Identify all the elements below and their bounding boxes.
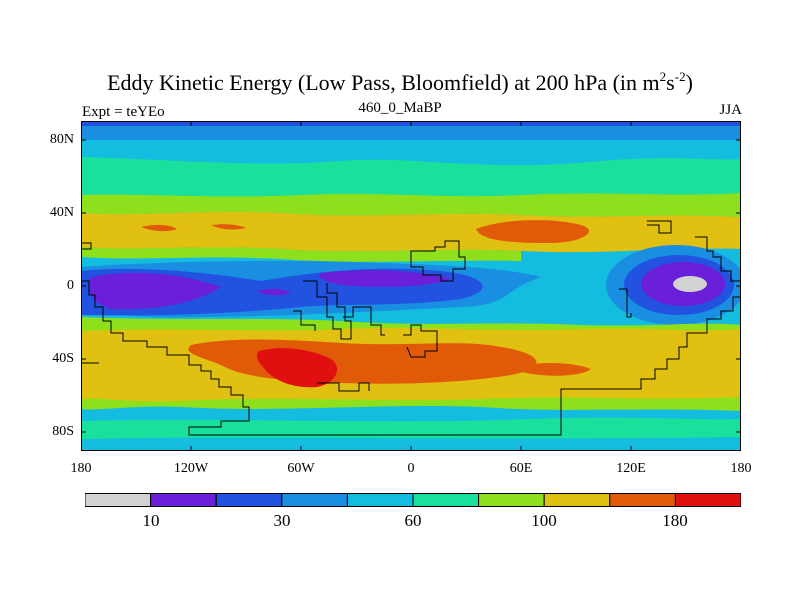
colorbar-label: 100 (531, 511, 557, 530)
jet-max-north (476, 220, 590, 243)
x-tick-label: 180 (730, 461, 752, 476)
band-north-yellowgreen (81, 193, 741, 217)
colorbar-box (215, 493, 283, 507)
colorbar-label: 60 (404, 511, 422, 530)
tropics-purple-spot (256, 288, 291, 296)
tropics-purple-west (89, 272, 222, 310)
tick-marks (81, 121, 741, 451)
jet-core-south (256, 348, 338, 388)
band-north-green (81, 157, 741, 197)
colorbar (85, 493, 741, 507)
experiment-label: Expt = teYEo (82, 104, 165, 120)
x-tick-label: 60W (287, 461, 315, 476)
colorbar-box (150, 493, 217, 507)
colorbar-label: 30 (273, 511, 291, 530)
jet-spot-1 (141, 224, 177, 232)
colorbar-box (478, 493, 545, 507)
x-tick-label: 120E (616, 461, 646, 476)
coastlines (81, 220, 741, 436)
colorbar-label: 10 (142, 511, 160, 530)
jet-spot-2 (211, 224, 246, 230)
vortex-core (673, 276, 707, 292)
chart-title: Eddy Kinetic Energy (Low Pass, Bloomfiel… (107, 69, 693, 95)
y-tick-label: 80N (49, 132, 74, 147)
band-south-pole (81, 437, 741, 451)
band-north-jet (81, 211, 741, 253)
y-tick-label: 40S (52, 351, 74, 366)
y-tick-label: 0 (67, 278, 74, 293)
colorbar-box (543, 493, 611, 507)
colorbar-box (674, 493, 741, 507)
chart-subtitle: 460_0_MaBP (358, 100, 442, 116)
map-plot (81, 121, 741, 451)
season-label: JJA (719, 102, 742, 118)
band-polar-north (81, 126, 741, 140)
tropics-purple-central (319, 270, 451, 287)
colorbar-box (281, 493, 348, 507)
x-tick-label: 0 (407, 461, 415, 476)
y-tick-label: 80S (52, 424, 74, 439)
jet-max-south-east (511, 363, 591, 376)
colorbar-label: 180 (662, 511, 688, 530)
x-tick-label: 60E (509, 461, 533, 476)
x-tick-label: 180 (70, 461, 92, 476)
colorbar-box (85, 493, 152, 507)
colorbar-box (346, 493, 414, 507)
colorbar-box (412, 493, 480, 507)
colorbar-box (609, 493, 676, 507)
x-tick-label: 120W (173, 461, 209, 476)
y-tick-label: 40N (49, 205, 74, 220)
